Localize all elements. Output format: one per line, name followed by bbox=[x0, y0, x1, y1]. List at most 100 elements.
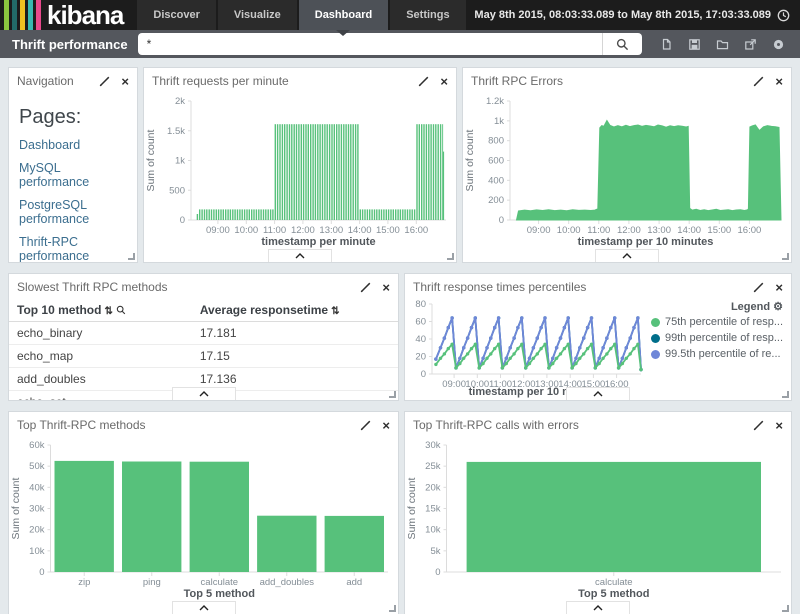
column-header-method[interactable]: Top 10 method ⇅ bbox=[9, 298, 192, 322]
percentiles-chart[interactable]: 0 20 40 60 80 09:00 10:00 11:00 12:00 13:00 14:00 1… bbox=[405, 298, 651, 400]
resize-handle[interactable] bbox=[782, 253, 789, 260]
table-cell: 17.136 bbox=[191, 367, 398, 391]
page-link-thrift-rpc-performance[interactable]: Thrift-RPC performance bbox=[19, 235, 90, 263]
time-range-label: May 8th 2015, 08:03:33.089 to May 8th 20… bbox=[474, 9, 771, 21]
resize-handle[interactable] bbox=[128, 253, 135, 260]
nav-tab-settings[interactable]: Settings bbox=[390, 0, 466, 30]
svg-text:0: 0 bbox=[39, 567, 44, 578]
table-cell: 17.181 bbox=[191, 321, 398, 345]
legend-item[interactable]: 99.5th percentile of re... bbox=[651, 348, 783, 360]
chevron-up-icon bbox=[622, 253, 632, 259]
svg-text:10:00: 10:00 bbox=[465, 379, 489, 390]
top-errors-chart[interactable]: 0 5k 10k 15k 20k 25k 30k calculate Top 5 method S… bbox=[405, 436, 791, 602]
page-link-postgresql-performance[interactable]: PostgreSQL performance bbox=[19, 198, 90, 226]
save-dashboard-icon bbox=[688, 38, 700, 50]
svg-text:timestamp per minute: timestamp per minute bbox=[261, 236, 375, 248]
svg-text:Sum of count: Sum of count bbox=[145, 129, 157, 191]
table-cell: add_doubles bbox=[9, 367, 192, 391]
collapse-panel-button[interactable] bbox=[171, 387, 236, 400]
collapse-panel-button[interactable] bbox=[268, 249, 332, 262]
svg-text:14:00: 14:00 bbox=[348, 225, 372, 236]
share-dashboard-button[interactable] bbox=[736, 30, 764, 58]
close-panel-icon[interactable]: × bbox=[440, 73, 448, 89]
svg-text:10:00: 10:00 bbox=[234, 225, 258, 236]
sort-icon[interactable]: ⇅ bbox=[104, 306, 113, 317]
query-input[interactable] bbox=[137, 33, 602, 55]
close-panel-icon[interactable]: × bbox=[775, 279, 783, 295]
edit-panel-icon[interactable] bbox=[360, 420, 371, 431]
chevron-up-icon bbox=[199, 605, 208, 611]
edit-panel-icon[interactable] bbox=[418, 76, 429, 87]
svg-text:500: 500 bbox=[169, 185, 185, 196]
resize-handle[interactable] bbox=[782, 605, 789, 612]
panel-title: Top Thrift-RPC calls with errors bbox=[413, 418, 579, 432]
svg-text:800: 800 bbox=[488, 136, 504, 147]
legend-item[interactable]: 75th percentile of resp... bbox=[651, 316, 783, 328]
svg-text:0: 0 bbox=[499, 215, 504, 226]
svg-text:11:00: 11:00 bbox=[489, 379, 512, 390]
svg-text:14:00: 14:00 bbox=[677, 225, 701, 236]
legend-toggle[interactable]: Legend ⚙ bbox=[730, 301, 783, 313]
edit-panel-icon[interactable] bbox=[753, 420, 764, 431]
svg-text:12:00: 12:00 bbox=[617, 225, 641, 236]
collapse-panel-button[interactable] bbox=[566, 387, 630, 400]
sort-icon[interactable]: ⇅ bbox=[331, 306, 340, 317]
chevron-up-icon bbox=[593, 391, 603, 397]
nav-tab-dashboard[interactable]: Dashboard bbox=[298, 0, 389, 36]
edit-panel-icon[interactable] bbox=[99, 76, 110, 87]
resize-handle[interactable] bbox=[389, 605, 396, 612]
slowest-methods-table: Top 10 method ⇅ Average responsetime ⇅ ech… bbox=[9, 298, 398, 400]
svg-text:40: 40 bbox=[415, 334, 426, 345]
time-range-picker[interactable]: May 8th 2015, 08:03:33.089 to May 8th 20… bbox=[474, 0, 800, 30]
edit-panel-icon[interactable] bbox=[753, 282, 764, 293]
load-dashboard-button[interactable] bbox=[708, 30, 736, 58]
close-panel-icon[interactable]: × bbox=[121, 73, 129, 89]
close-panel-icon[interactable]: × bbox=[775, 73, 783, 89]
svg-text:200: 200 bbox=[488, 195, 504, 206]
resize-handle[interactable] bbox=[447, 253, 454, 260]
svg-text:11:00: 11:00 bbox=[587, 225, 610, 236]
svg-text:14:00: 14:00 bbox=[558, 379, 582, 390]
collapse-panel-button[interactable] bbox=[171, 601, 236, 614]
edit-panel-icon[interactable] bbox=[360, 282, 371, 293]
table-cell: 17.15 bbox=[191, 344, 398, 368]
page-link-mysql-performance[interactable]: MySQL performance bbox=[19, 161, 90, 189]
resize-handle[interactable] bbox=[389, 391, 396, 398]
kibana-logo[interactable]: kibana bbox=[0, 0, 137, 30]
svg-text:add_doubles: add_doubles bbox=[260, 577, 315, 588]
top-methods-chart[interactable]: 0 10k 20k 30k 40k 50k 60k zip ping calculate add_d… bbox=[9, 436, 398, 602]
close-panel-icon[interactable]: × bbox=[382, 417, 390, 433]
new-dashboard-button[interactable] bbox=[652, 30, 680, 58]
options-button[interactable] bbox=[764, 30, 792, 58]
kibana-logo-text: kibana bbox=[47, 0, 124, 30]
panel-title: Top Thrift-RPC methods bbox=[17, 418, 146, 432]
legend-item[interactable]: 99th percentile of resp... bbox=[651, 332, 783, 344]
requests-per-minute-chart[interactable]: 0 500 1k 1.5k 2k 09:00 10:00 11:00 12:00 13:00 14:… bbox=[144, 92, 456, 250]
svg-text:add: add bbox=[346, 577, 362, 588]
svg-text:60k: 60k bbox=[29, 440, 45, 451]
collapse-panel-button[interactable] bbox=[595, 249, 659, 262]
nav-tab-visualize[interactable]: Visualize bbox=[217, 0, 297, 30]
table-row: add_doubles 17.136 bbox=[9, 367, 398, 391]
collapse-panel-button[interactable] bbox=[566, 601, 630, 614]
panel-title: Navigation bbox=[17, 74, 74, 88]
resize-handle[interactable] bbox=[782, 391, 789, 398]
column-header-responsetime[interactable]: Average responsetime ⇅ bbox=[191, 298, 398, 322]
search-button[interactable] bbox=[602, 33, 642, 55]
save-dashboard-button[interactable] bbox=[680, 30, 708, 58]
close-panel-icon[interactable]: × bbox=[382, 279, 390, 295]
legend-color-dot bbox=[651, 333, 660, 343]
edit-panel-icon[interactable] bbox=[753, 76, 764, 87]
rpc-errors-chart[interactable]: 0 200 400 600 800 1k 1.2k 09:00 10:00 11:00 12:00 1… bbox=[463, 92, 791, 250]
main-nav-tabs: Discover Visualize Dashboard Settings bbox=[137, 0, 467, 36]
svg-text:15:00: 15:00 bbox=[707, 225, 731, 236]
close-panel-icon[interactable]: × bbox=[775, 417, 783, 433]
filter-search-icon[interactable] bbox=[116, 305, 126, 315]
svg-text:10k: 10k bbox=[29, 546, 45, 557]
svg-text:10k: 10k bbox=[425, 525, 441, 536]
page-link-dashboard[interactable]: Dashboard bbox=[19, 138, 81, 152]
chevron-up-icon bbox=[199, 391, 208, 397]
chevron-up-icon bbox=[295, 253, 305, 259]
nav-tab-discover[interactable]: Discover bbox=[137, 0, 216, 30]
svg-text:16:00: 16:00 bbox=[605, 379, 629, 390]
